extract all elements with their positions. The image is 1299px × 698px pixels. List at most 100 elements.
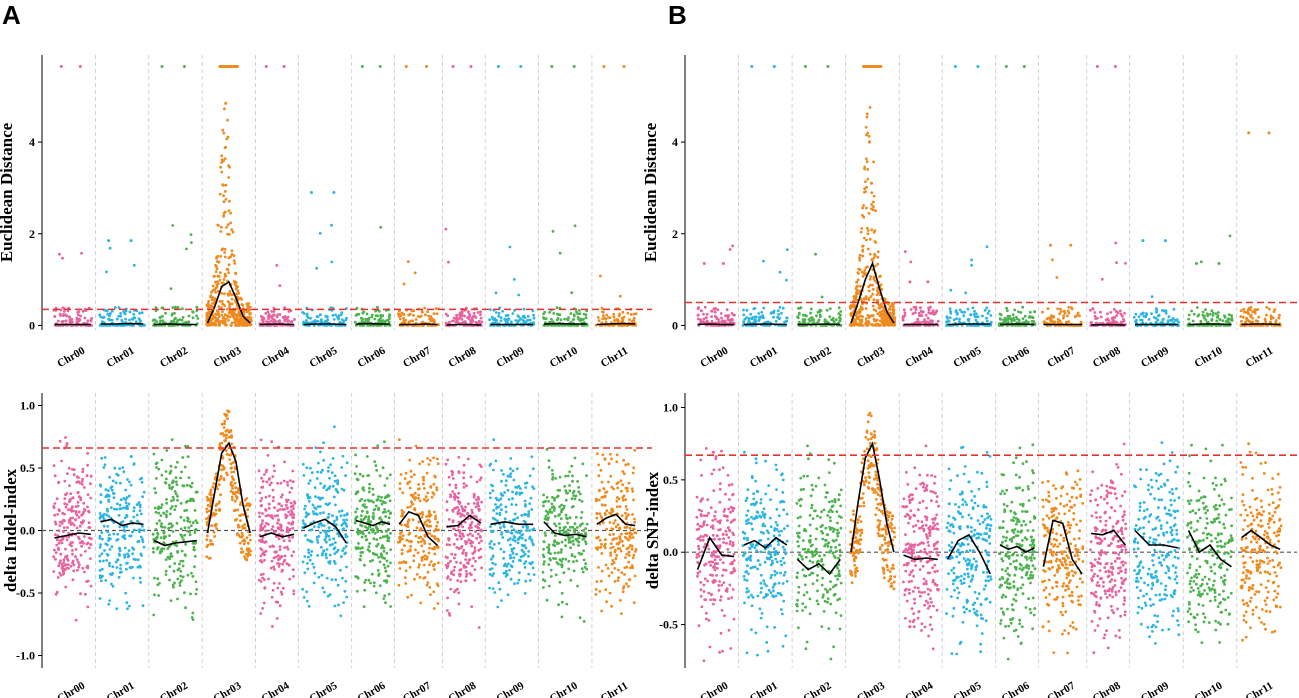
data-point [1106,317,1109,321]
data-point [212,482,216,485]
data-point [164,569,168,573]
data-point [432,312,436,316]
data-point [107,602,111,606]
data-point [278,557,282,560]
data-point [864,297,868,301]
data-point [948,307,952,311]
data-point [341,576,344,580]
data-point [522,307,526,311]
data-point [326,487,330,490]
data-point [866,177,870,181]
data-point [129,239,133,243]
data-point [1012,316,1015,320]
data-point [989,314,993,317]
data-point [219,320,223,323]
data-point [233,318,237,321]
data-point [382,501,386,504]
data-point [333,541,337,544]
data-point [174,492,178,496]
data-point [317,461,320,465]
data-point [172,320,176,323]
data-point [178,584,182,587]
data-point [974,315,978,319]
data-point [227,271,231,274]
data-point [230,480,233,484]
data-point [290,554,294,558]
data-point [1166,319,1170,322]
data-point [273,550,277,554]
data-point [291,535,294,539]
data-point [328,553,332,557]
data-point [1013,308,1017,312]
data-point [65,557,69,560]
data-point [86,319,90,323]
data-point [315,538,319,542]
data-point [310,550,314,553]
data-point [74,618,78,622]
data-point [117,552,121,556]
data-point [142,545,146,549]
data-point [315,535,319,539]
data-point [264,495,268,499]
data-point [75,526,79,530]
data-point [167,483,171,487]
data-point [316,315,320,318]
data-point [69,564,73,568]
data-point [1204,318,1208,322]
data-point [1239,309,1243,313]
data-point [278,502,281,506]
data-point [266,320,270,324]
data-point [158,581,161,585]
data-point [169,599,173,602]
data-point [343,513,346,517]
data-point [305,590,309,594]
data-point [259,573,263,576]
data-point [338,510,341,513]
data-point [999,318,1002,321]
data-point [313,571,317,575]
data-point [243,323,247,327]
data-point [1242,307,1246,311]
data-point [164,573,168,576]
data-point [220,170,224,174]
data-point [1116,311,1120,315]
data-point [316,470,319,474]
data-point [757,319,761,323]
data-point [511,312,515,315]
data-point [112,491,115,495]
data-point [118,467,122,470]
data-point [59,552,63,556]
data-point [955,312,959,316]
data-point [542,312,545,316]
data-point [286,506,289,510]
data-point [389,548,393,551]
data-point [323,529,326,533]
data-point [1257,315,1261,319]
data-point [1269,317,1273,321]
data-point [404,65,408,68]
data-point [69,541,73,545]
data-point [985,319,989,323]
data-point [210,524,214,528]
data-point [118,503,122,507]
data-point [89,482,92,486]
data-point [205,311,209,315]
data-point [866,323,870,327]
data-point [1094,317,1098,320]
fit-line [303,323,347,326]
data-point [222,131,226,135]
data-point [229,211,233,215]
data-point [330,471,334,474]
data-point [141,604,145,608]
data-point [1106,312,1109,316]
data-point [380,530,384,534]
data-point [193,509,197,512]
data-point [1024,319,1028,323]
data-point [231,230,235,234]
data-point [83,307,87,311]
data-point [1056,307,1060,311]
data-point [308,558,312,562]
data-point [361,320,365,324]
data-point [240,551,243,554]
data-point [154,536,158,540]
